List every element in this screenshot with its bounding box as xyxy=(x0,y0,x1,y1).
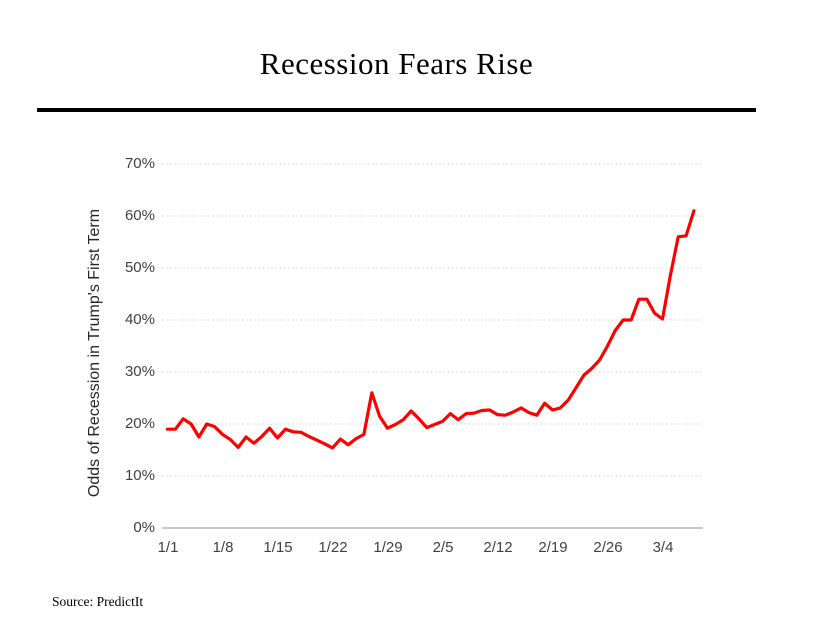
y-tick-label: 70% xyxy=(124,155,155,172)
y-tick-label: 0% xyxy=(133,519,155,536)
x-tick-label: 2/12 xyxy=(483,539,513,556)
y-tick-label: 60% xyxy=(124,207,155,224)
x-tick-label: 1/1 xyxy=(157,539,179,556)
chart-title: Recession Fears Rise xyxy=(259,46,534,81)
x-tick-label: 2/19 xyxy=(538,539,568,556)
x-tick-label: 2/5 xyxy=(432,539,454,556)
x-tick-label: 3/4 xyxy=(652,539,674,556)
y-tick-label: 50% xyxy=(124,259,155,276)
y-tick-label: 40% xyxy=(124,311,155,328)
y-tick-label: 30% xyxy=(124,363,155,380)
y-tick-label: 20% xyxy=(124,415,155,432)
series-line xyxy=(165,209,696,450)
x-tick-label: 1/22 xyxy=(318,539,348,556)
x-tick-label: 1/29 xyxy=(373,539,403,556)
x-tick-label: 1/8 xyxy=(212,539,234,556)
source-note: Source: PredictIt xyxy=(52,594,144,609)
x-tick-label: 1/15 xyxy=(263,539,293,556)
y-tick-label: 10% xyxy=(124,467,155,484)
title-divider xyxy=(37,108,756,112)
x-tick-label: 2/26 xyxy=(593,539,623,556)
